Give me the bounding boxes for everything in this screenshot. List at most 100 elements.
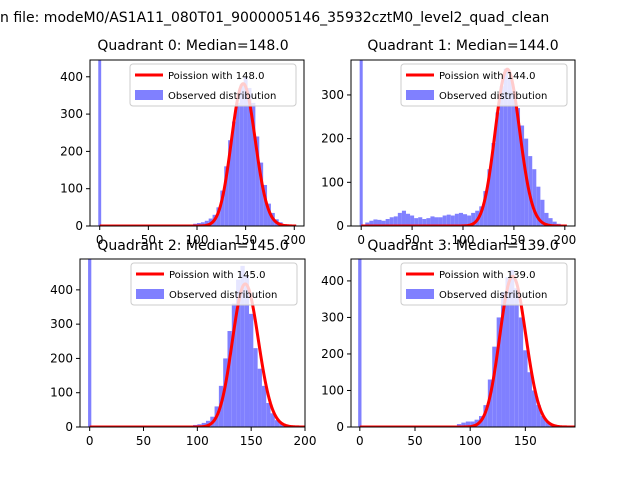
histogram-bar	[279, 422, 284, 427]
histogram-bar	[523, 350, 528, 427]
histogram-bar	[458, 212, 463, 226]
histogram-bar	[385, 219, 390, 226]
x-tick-label: 150	[234, 233, 257, 247]
histogram-bar	[236, 279, 241, 427]
legend: Poission with 145.0 Observed distribution	[130, 262, 298, 306]
x-tick-label: 0	[357, 233, 365, 247]
y-tick-label: 100	[321, 175, 344, 189]
x-tick-label: 50	[407, 434, 422, 448]
histogram-bar	[479, 206, 484, 226]
x-tick-label: 100	[186, 233, 209, 247]
x-tick-label: 200	[553, 233, 576, 247]
histogram-bar	[487, 169, 492, 226]
x-tick-label: 100	[459, 434, 482, 448]
histogram-bar	[235, 102, 240, 226]
legend-bar-swatch	[135, 90, 163, 100]
histogram-bar	[544, 212, 549, 226]
y-tick-label: 200	[321, 132, 344, 146]
legend: Poission with 148.0 Observed distribution	[129, 63, 297, 107]
histogram-bar	[511, 90, 516, 226]
subplot-title: Quadrant 2: Median=145.0	[97, 238, 288, 254]
x-tick-label: 150	[514, 434, 537, 448]
histogram-bar	[463, 214, 468, 226]
subplot-title: Quadrant 3: Median=139.0	[367, 238, 558, 254]
histogram-bar	[454, 213, 459, 226]
histogram-bar	[88, 259, 92, 427]
histogram-bar	[227, 331, 232, 427]
histogram-bar	[503, 68, 508, 226]
subplot-quadrant-3: 0 50 100 150 0 100 200 300 400 Poission with 139.…	[321, 238, 576, 448]
legend-entry-poisson: Poission with 148.0	[168, 71, 264, 82]
y-tick-label: 400	[50, 283, 73, 297]
histogram-bar	[426, 218, 431, 226]
y-tick-label: 200	[50, 351, 73, 365]
histogram-bar	[228, 140, 233, 226]
histogram-bar	[393, 216, 398, 226]
histogram-bar	[540, 416, 546, 427]
histogram-bar	[446, 214, 451, 226]
x-tick-label: 50	[141, 233, 156, 247]
figure-suptitle: n file: modeM0/AS1A11_080T01_9000005146_…	[0, 10, 549, 26]
legend-bar-swatch	[136, 289, 164, 299]
y-tick-label: 300	[321, 88, 344, 102]
x-tick-label: 0	[96, 233, 104, 247]
histogram-bar	[501, 291, 506, 427]
subplot-quadrant-2: 0 50 100 150 200 0 100 200 300 400 Poission with 1…	[50, 238, 316, 448]
histogram-bar	[381, 220, 386, 226]
histogram-bar	[373, 219, 378, 226]
histogram-bar	[389, 217, 394, 226]
histogram-bar	[405, 213, 411, 226]
legend-box	[400, 262, 568, 306]
histogram-bar	[263, 184, 268, 226]
histogram-bar	[545, 421, 550, 427]
histogram-bar	[536, 405, 541, 427]
histogram-bar	[518, 317, 524, 427]
histogram-bar	[200, 222, 205, 226]
legend-box	[400, 63, 568, 107]
histogram-bar	[267, 203, 271, 226]
histogram-bar	[201, 422, 206, 427]
histogram-bar	[527, 372, 532, 427]
histogram-bar	[270, 413, 275, 427]
histogram-bar	[274, 420, 280, 427]
histogram-bar	[505, 277, 510, 427]
histogram-bar	[499, 86, 504, 226]
legend-entry-poisson: Poission with 145.0	[169, 270, 265, 281]
histogram-bar	[491, 143, 496, 226]
y-tick-label: 300	[321, 310, 344, 324]
histogram-bar	[239, 84, 244, 226]
x-tick-label: 0	[356, 434, 364, 448]
legend-bar-swatch	[406, 90, 434, 100]
x-tick-label: 50	[136, 434, 151, 448]
legend-entry-poisson: Poission with 139.0	[439, 270, 535, 281]
histogram-bar	[98, 60, 102, 226]
x-tick-label: 200	[294, 434, 317, 448]
histogram-bar	[243, 76, 248, 226]
axes-frame	[79, 258, 306, 428]
histogram-bar	[492, 346, 497, 427]
legend-box	[130, 262, 298, 306]
histogram-bar	[434, 217, 439, 226]
x-tick-label: 0	[86, 434, 94, 448]
histogram-bar	[442, 215, 447, 226]
histogram-bar	[552, 221, 557, 226]
y-tick-label: 300	[50, 317, 73, 331]
histogram-bar	[251, 102, 256, 226]
histogram-bar	[255, 136, 260, 226]
y-tick-label: 0	[336, 420, 344, 434]
histogram-bar	[220, 190, 225, 226]
x-tick-label: 100	[452, 233, 475, 247]
x-tick-label: 150	[502, 233, 525, 247]
histogram-bar	[414, 218, 419, 226]
legend-entry-observed: Observed distribution	[439, 91, 547, 102]
histogram-bar	[496, 317, 502, 427]
histogram-bar	[359, 60, 363, 226]
histogram-bar	[365, 222, 370, 226]
histogram-bar	[231, 303, 237, 427]
legend-entry-observed: Observed distribution	[168, 91, 276, 102]
histogram-bar	[249, 313, 254, 427]
histogram-bar	[224, 166, 229, 226]
histogram-bar	[487, 379, 493, 427]
histogram-bar	[438, 217, 443, 226]
